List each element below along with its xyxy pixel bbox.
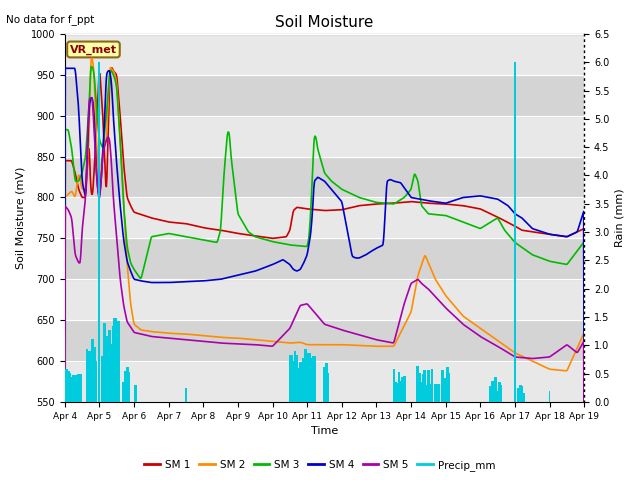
Text: VR_met: VR_met bbox=[70, 44, 117, 55]
Text: No data for f_ppt: No data for f_ppt bbox=[6, 14, 95, 25]
Bar bbox=[65, 239, 584, 279]
Title: Soil Moisture: Soil Moisture bbox=[275, 15, 374, 30]
Bar bbox=[65, 361, 584, 402]
Legend: SM 1, SM 2, SM 3, SM 4, SM 5, Precip_mm: SM 1, SM 2, SM 3, SM 4, SM 5, Precip_mm bbox=[140, 456, 500, 475]
Bar bbox=[65, 75, 584, 116]
Bar bbox=[65, 34, 584, 75]
Y-axis label: Rain (mm): Rain (mm) bbox=[615, 189, 625, 247]
Y-axis label: Soil Moisture (mV): Soil Moisture (mV) bbox=[15, 167, 25, 269]
Bar bbox=[65, 156, 584, 197]
Bar bbox=[65, 197, 584, 239]
Bar bbox=[65, 320, 584, 361]
Bar bbox=[65, 116, 584, 156]
Bar bbox=[65, 279, 584, 320]
X-axis label: Time: Time bbox=[311, 426, 338, 436]
